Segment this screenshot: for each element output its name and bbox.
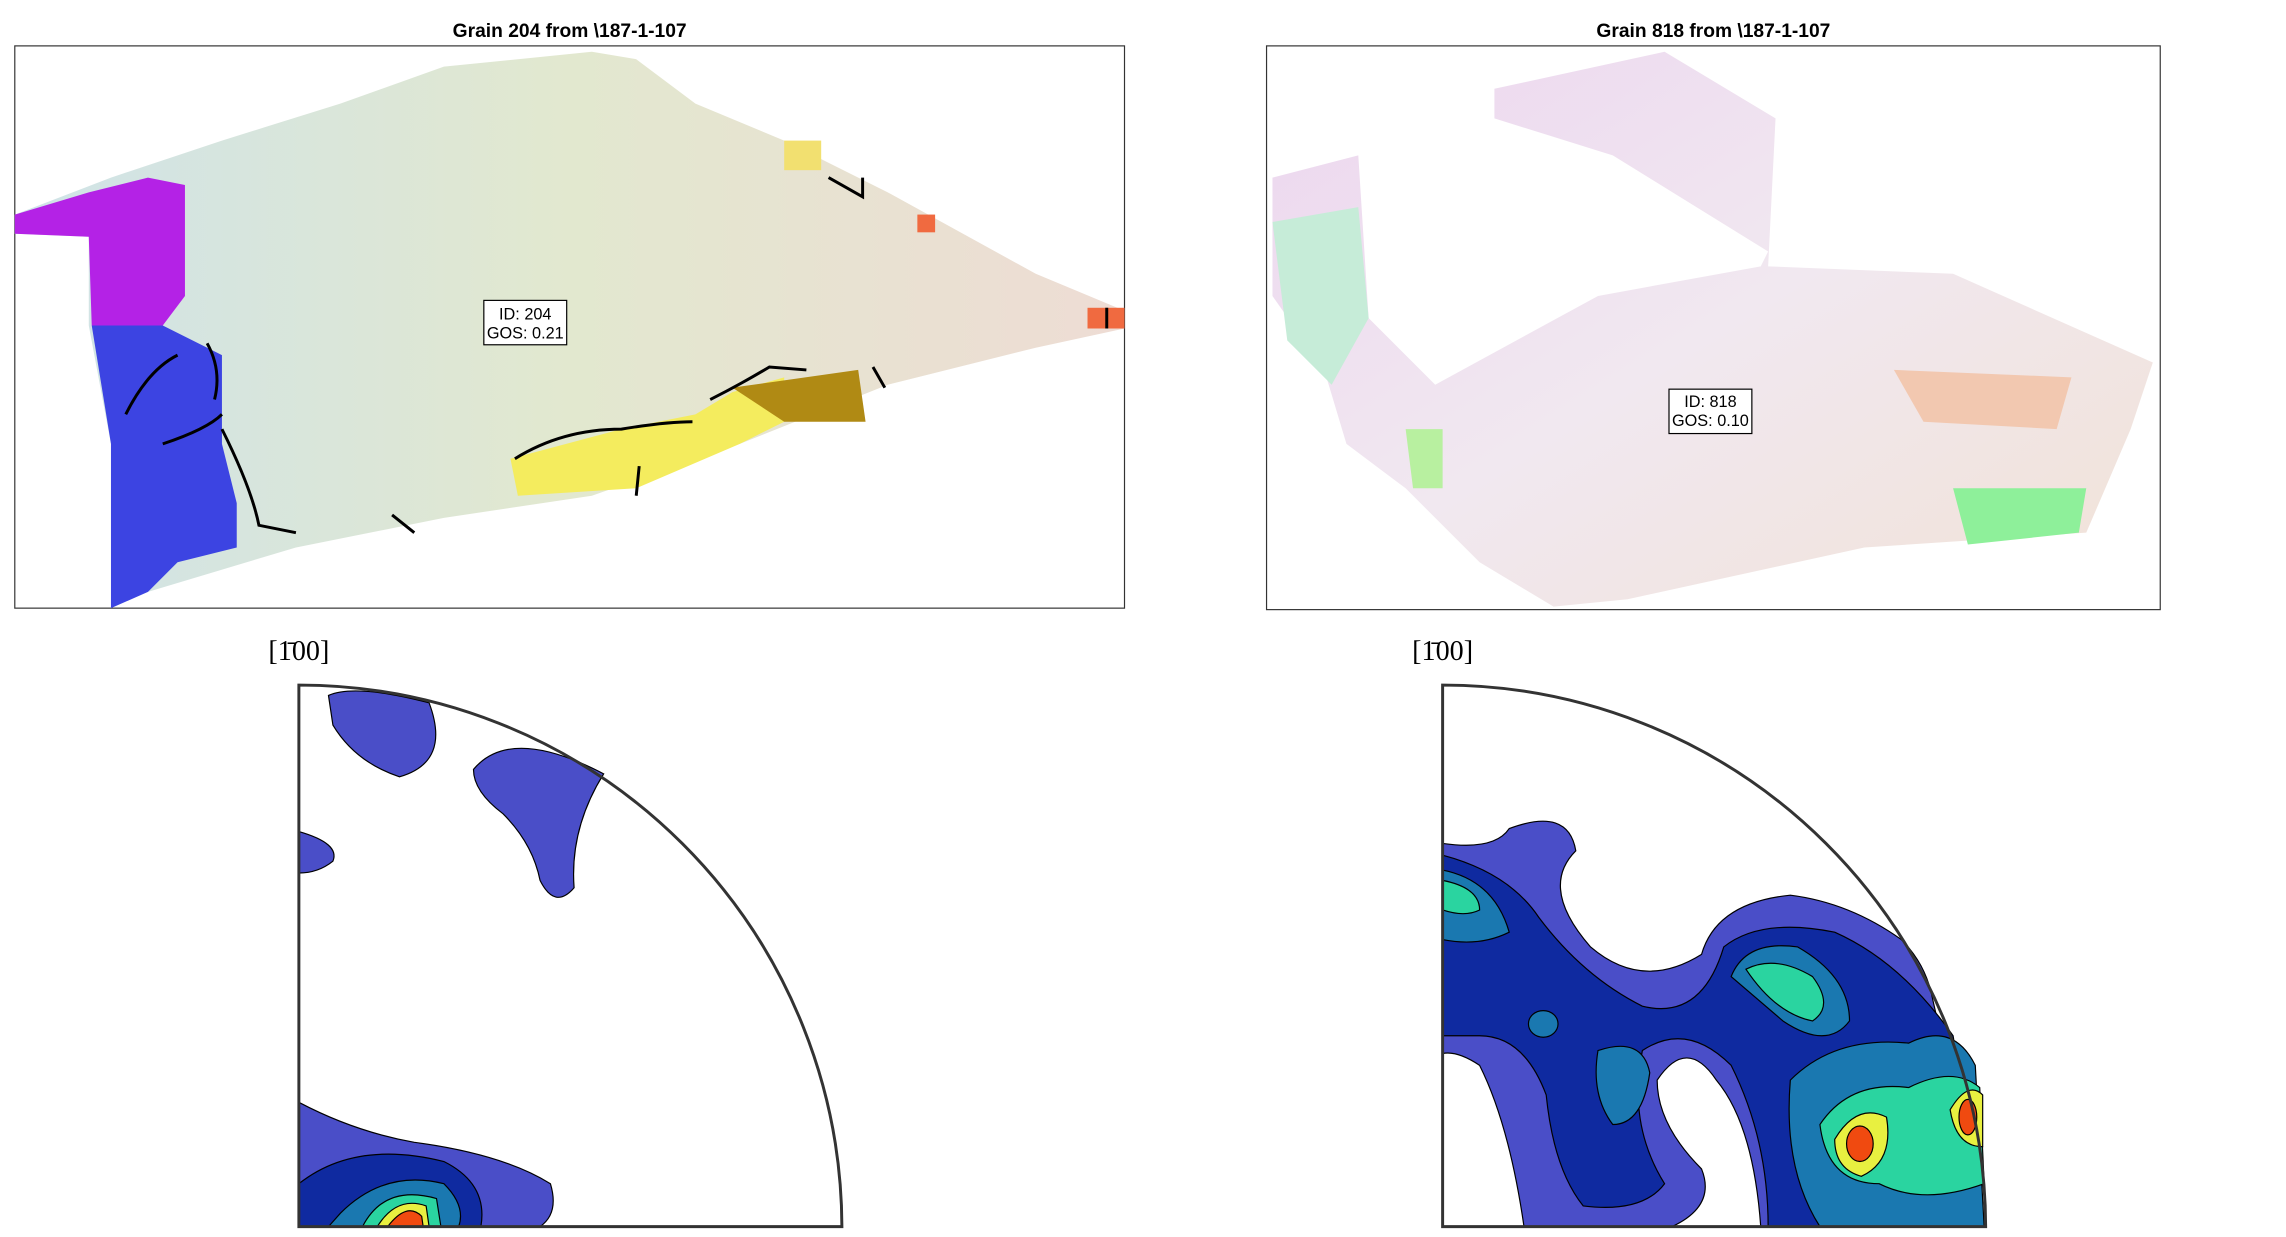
axis-label: [1̄00] <box>1412 636 1473 667</box>
annotation: ID: 204 <box>499 305 551 323</box>
axis-label: [1̄00] <box>268 636 329 667</box>
map-title: Grain 204 from \187-1-107 <box>453 21 687 42</box>
map-title: Grain 818 from \187-1-107 <box>1596 21 1830 42</box>
pole-figure: [1̄00] [001] [010] <box>268 636 872 1237</box>
grain-map: Grain 204 from \187-1-107 ID: 204 GOS: 0… <box>14 21 1126 609</box>
grain-map: Grain 818 from \187-1-107 ID: 818 GOS: 0… <box>1265 21 2161 611</box>
pole-figure: [1̄00] [001] [010] <box>1412 636 2016 1237</box>
annotation: GOS: 0.21 <box>487 325 564 343</box>
annotation: ID: 818 <box>1684 393 1736 411</box>
annotation: GOS: 0.10 <box>1672 412 1749 430</box>
